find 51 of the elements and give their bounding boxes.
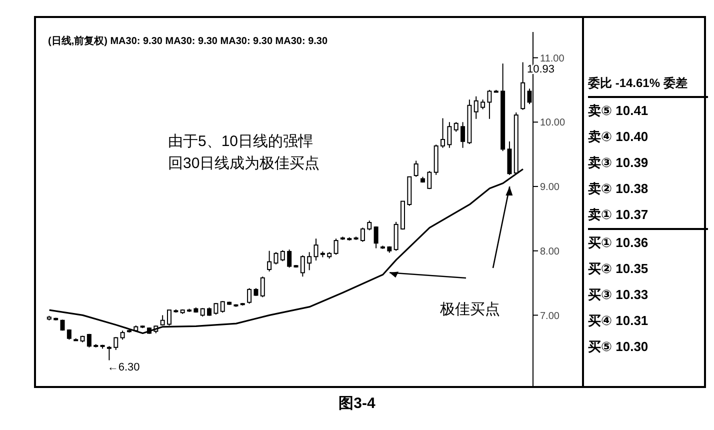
candlestick <box>367 220 372 231</box>
candlestick <box>287 249 292 268</box>
candlestick <box>334 238 338 256</box>
text: 卖④ 10.40 <box>588 128 650 146</box>
text: 买⑤ 10.30 <box>588 338 650 356</box>
text: 卖① 10.37 <box>588 202 708 230</box>
candlestick <box>454 122 458 132</box>
text: 买② 10.35 <box>588 260 650 278</box>
candlestick <box>167 310 172 326</box>
y-tick-label: 10.00 <box>540 118 566 129</box>
candlestick <box>427 170 432 190</box>
text: 卖② 10.38 <box>588 180 650 198</box>
annotation: 回30日线成为极佳买点 <box>168 155 320 172</box>
text: 买④ 10.31 <box>588 312 650 330</box>
text: 卖⑤ 10.41 <box>588 102 650 120</box>
candlestick <box>220 300 225 314</box>
chart-title: (日线,前复权) MA30: 9.30 MA30: 9.30 MA30: 9.30 MA30: 9.30 <box>48 35 328 47</box>
annotation: 由于5、10日线的强悍 <box>168 133 314 150</box>
candlestick <box>160 314 165 326</box>
candlestick <box>120 330 125 340</box>
text: 卖③ 10.39 <box>588 154 650 172</box>
annotation: 极佳买点 <box>439 301 500 318</box>
candlestick <box>440 118 446 148</box>
candlestick <box>487 89 492 120</box>
candlestick <box>360 227 365 242</box>
caption: 图3-4 <box>338 394 376 413</box>
candlestick <box>460 122 466 148</box>
candlestick <box>374 226 378 249</box>
candlestick <box>414 160 418 178</box>
y-tick-label: 8.00 <box>540 246 560 258</box>
text: 委比 -14.61% 委差 <box>588 70 708 98</box>
candlestick <box>300 254 305 278</box>
candlestick <box>267 250 272 272</box>
candlestick <box>474 96 478 120</box>
candlestick <box>247 288 252 304</box>
y-tick-label: 7.00 <box>540 310 560 322</box>
candlestick <box>314 238 318 261</box>
annotation: ←6.30 <box>107 361 140 374</box>
text: 买① 10.36 <box>588 234 650 252</box>
candlestick <box>307 252 312 271</box>
y-tick-label: 11.00 <box>540 53 565 64</box>
candlestick <box>106 346 112 361</box>
text: 买③ 10.33 <box>588 286 650 304</box>
candlestick <box>114 336 118 350</box>
y-tick-label: 9.00 <box>540 182 560 194</box>
candlestick <box>480 99 486 110</box>
candlestick <box>86 333 92 348</box>
candlestick <box>280 250 285 262</box>
candlestick <box>274 252 278 265</box>
candlestick <box>447 122 452 148</box>
candlestick <box>260 276 265 298</box>
